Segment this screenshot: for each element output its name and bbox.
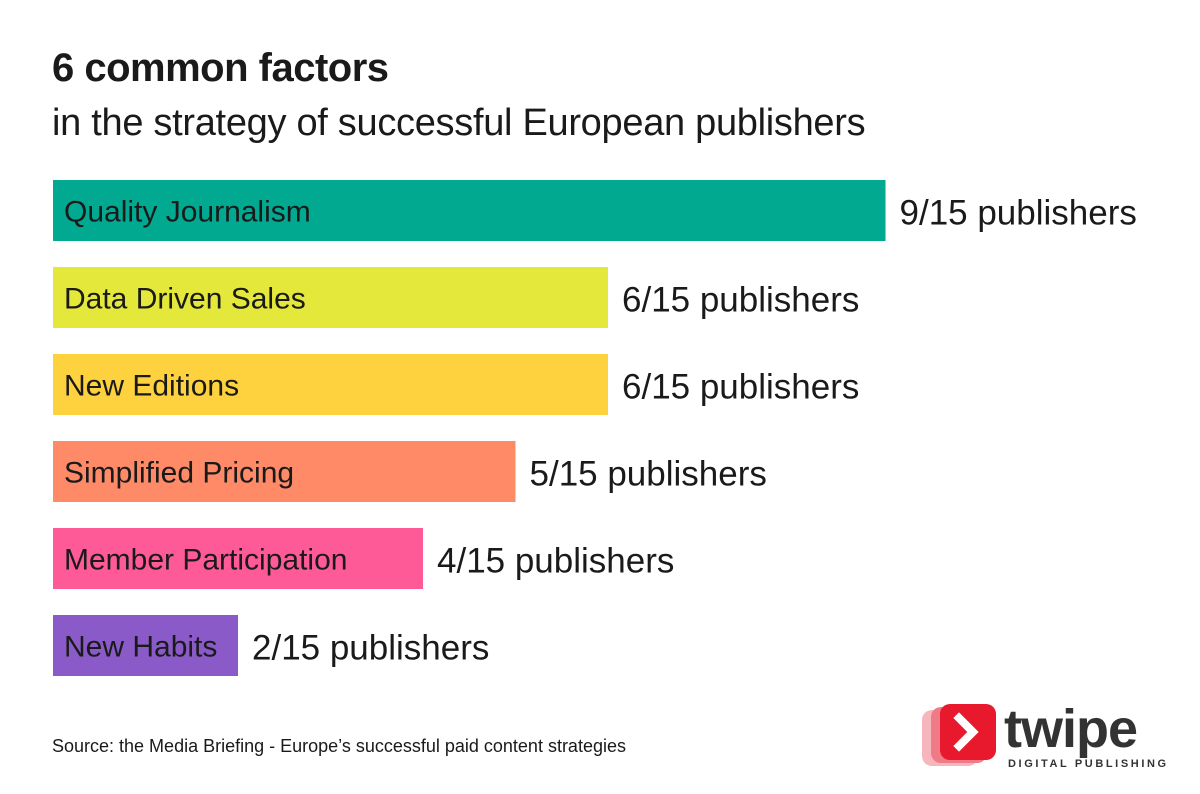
bar-new-editions xyxy=(53,354,608,415)
bar-new-habits xyxy=(53,615,238,676)
bar-value-label: 6/15 publishers xyxy=(622,368,859,407)
chart-title: 6 common factors xyxy=(52,46,389,90)
twipe-logo: twipe DIGITAL PUBLISHING xyxy=(922,699,1166,780)
bar-value-label: 2/15 publishers xyxy=(252,629,489,668)
logo-tagline: DIGITAL PUBLISHING xyxy=(1008,758,1169,770)
bar-quality-journalism xyxy=(53,180,886,241)
bar-member-participation xyxy=(53,528,423,589)
bar-simplified-pricing xyxy=(53,441,516,502)
chart-subtitle: in the strategy of successful European p… xyxy=(52,102,866,144)
source-note: Source: the Media Briefing - Europe’s su… xyxy=(52,736,626,756)
bar-category-label: Data Driven Sales xyxy=(64,283,306,316)
bar-category-label: Quality Journalism xyxy=(64,196,311,229)
logo-wordmark: twipe xyxy=(1004,699,1138,759)
bar-category-label: Member Participation xyxy=(64,544,347,577)
bar-category-label: New Editions xyxy=(64,370,239,403)
bar-value-label: 4/15 publishers xyxy=(437,542,674,581)
play-arrow-icon xyxy=(922,704,996,766)
bar-data-driven-sales xyxy=(53,267,608,328)
bar-value-label: 5/15 publishers xyxy=(530,455,767,494)
bar-value-label: 6/15 publishers xyxy=(622,281,859,320)
bar-category-label: Simplified Pricing xyxy=(64,457,294,490)
bar-category-label: New Habits xyxy=(64,631,217,664)
bar-value-label: 9/15 publishers xyxy=(900,194,1137,233)
